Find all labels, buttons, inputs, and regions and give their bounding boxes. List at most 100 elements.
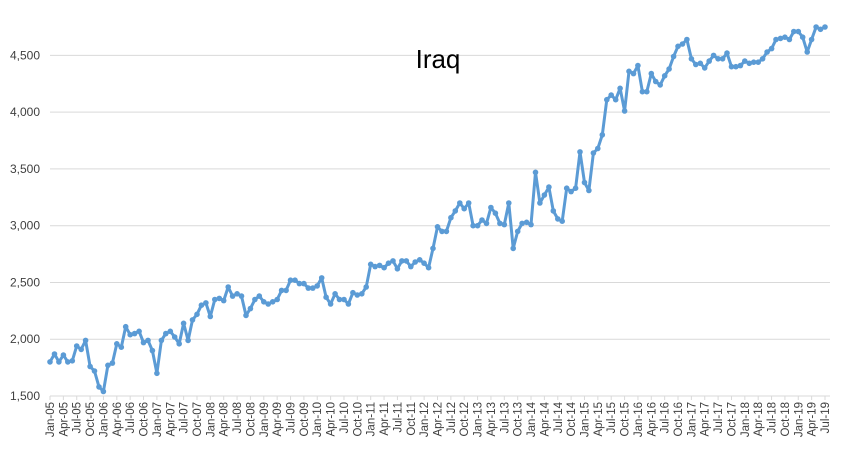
data-point <box>465 200 472 206</box>
x-tick-label: Apr-08 <box>219 402 231 437</box>
x-tick-label: Oct-13 <box>513 402 525 437</box>
x-tick-label: Jan-07 <box>152 402 164 437</box>
data-point <box>492 210 499 216</box>
x-tick-label: Jan-09 <box>259 402 271 437</box>
data-point <box>225 284 231 290</box>
data-point <box>394 266 401 272</box>
data-point <box>661 73 668 79</box>
data-point <box>572 185 579 191</box>
x-tick-label: Jul-19 <box>820 402 832 433</box>
data-point <box>630 70 637 77</box>
data-point <box>759 56 766 62</box>
chart-title: Iraq <box>416 44 461 74</box>
data-point <box>822 24 828 30</box>
data-point <box>171 334 178 340</box>
data-point <box>118 344 125 351</box>
y-tick-label: 4,500 <box>10 48 40 62</box>
data-point <box>323 294 329 301</box>
data-point <box>457 200 463 206</box>
data-point <box>341 296 347 303</box>
data-point <box>100 388 107 395</box>
data-point <box>136 328 142 335</box>
data-point <box>581 179 588 186</box>
data-point <box>207 313 214 320</box>
data-point <box>652 78 659 85</box>
data-point <box>488 204 494 211</box>
x-tick-label: Jan-12 <box>419 402 431 437</box>
data-point <box>626 68 632 75</box>
data-point <box>381 264 387 271</box>
x-tick-label: Apr-11 <box>379 402 391 436</box>
x-tick-label: Apr-15 <box>593 402 605 437</box>
x-tick-label: Oct-14 <box>566 401 578 436</box>
data-point <box>439 228 445 235</box>
data-point <box>412 259 419 265</box>
data-point <box>185 337 191 344</box>
x-tick-label: Oct-15 <box>620 402 632 437</box>
data-point <box>47 359 53 365</box>
data-point <box>514 228 521 235</box>
x-tick-label: Jan-11 <box>366 402 378 436</box>
data-point <box>755 59 761 65</box>
series-layer <box>47 24 828 395</box>
data-point <box>777 35 784 42</box>
data-point <box>131 330 138 337</box>
data-point <box>621 108 628 114</box>
data-point <box>367 261 374 268</box>
data-point <box>483 220 490 227</box>
data-point <box>795 28 802 35</box>
x-tick-label: Oct-12 <box>459 402 471 437</box>
data-point <box>69 358 76 364</box>
x-tick-label: Jan-15 <box>579 402 591 437</box>
data-point <box>550 208 557 214</box>
data-point <box>91 368 98 374</box>
x-tick-label: Jan-18 <box>740 402 752 437</box>
data-point <box>354 292 361 298</box>
data-point <box>122 323 129 330</box>
y-tick-label: 2,500 <box>10 275 40 289</box>
data-point <box>234 291 240 297</box>
data-point <box>817 26 824 33</box>
data-point <box>519 220 525 227</box>
data-point <box>385 260 392 267</box>
data-point <box>701 65 708 71</box>
data-point <box>639 88 646 95</box>
data-point <box>430 245 436 252</box>
x-tick-label: Oct-05 <box>85 402 97 437</box>
data-point <box>684 36 690 43</box>
x-axis-tick-labels: Jan-05 Apr-05 Jul-05 Oct-05 Jan-06 Apr-06 Jul-… <box>45 401 832 437</box>
x-tick-label: Oct-17 <box>726 402 738 437</box>
data-point <box>590 150 597 156</box>
gridlines <box>50 54 830 340</box>
data-point <box>568 188 574 195</box>
data-point <box>216 295 223 302</box>
x-tick-label: Jul-16 <box>660 402 672 433</box>
data-point <box>617 85 623 92</box>
data-point <box>274 296 281 303</box>
data-point <box>359 291 365 297</box>
data-point <box>292 277 298 284</box>
data-point <box>670 53 677 60</box>
data-point <box>648 70 655 77</box>
data-point <box>305 285 312 291</box>
data-point <box>283 287 289 294</box>
data-point <box>203 300 209 306</box>
x-tick-label: Jan-17 <box>686 402 698 437</box>
data-point <box>194 311 200 318</box>
data-point <box>768 45 775 52</box>
data-point <box>715 56 721 62</box>
data-point <box>350 289 356 296</box>
data-point <box>782 34 788 40</box>
data-point <box>220 297 227 304</box>
data-point <box>577 149 583 155</box>
x-tick-label: Jul-11 <box>392 402 404 432</box>
data-point <box>804 49 810 55</box>
data-point <box>167 328 174 335</box>
axes <box>49 395 830 400</box>
data-point <box>96 384 102 390</box>
data-point <box>327 301 334 307</box>
x-tick-label: Oct-16 <box>673 402 685 437</box>
data-point <box>261 299 267 305</box>
data-point <box>773 36 779 43</box>
x-tick-label: Oct-06 <box>139 402 151 437</box>
